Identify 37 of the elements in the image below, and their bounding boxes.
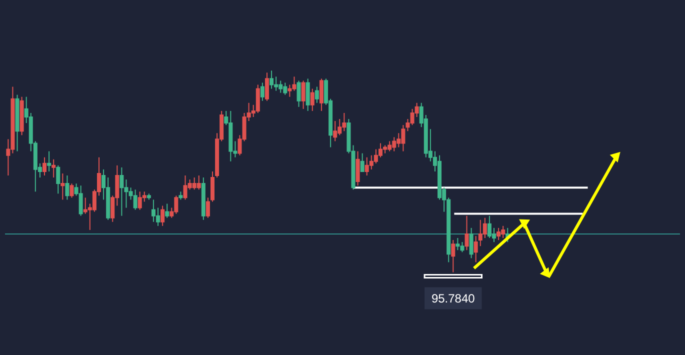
candlestick xyxy=(451,240,456,273)
candlestick xyxy=(306,78,310,112)
candlestick xyxy=(356,150,360,186)
candlestick xyxy=(464,215,469,251)
candlestick xyxy=(456,238,460,251)
candlestick xyxy=(65,174,70,200)
annotation: 95.7840 xyxy=(431,291,476,306)
candlestick xyxy=(264,72,269,102)
candlestick xyxy=(496,227,501,241)
candlestick xyxy=(47,150,52,172)
candlestick xyxy=(52,158,56,178)
candlestick xyxy=(60,172,65,200)
candlestick xyxy=(56,164,60,194)
candlestick xyxy=(120,166,124,216)
candlestick xyxy=(260,82,264,102)
candlestick xyxy=(319,78,324,112)
candlestick xyxy=(482,217,487,239)
candlestick xyxy=(42,156,46,176)
candlestick xyxy=(333,120,338,142)
candlestick xyxy=(196,174,201,190)
candlestick xyxy=(165,203,170,218)
candlestick xyxy=(360,152,364,172)
candlestick xyxy=(256,84,260,114)
candlestick xyxy=(474,235,478,263)
candlestick xyxy=(310,88,314,112)
candlestick xyxy=(288,84,292,98)
candlestick xyxy=(469,227,474,259)
candlestick xyxy=(314,86,319,104)
candlestick xyxy=(70,183,74,198)
candlestick xyxy=(296,80,301,108)
candlestick xyxy=(160,205,165,226)
candlestick xyxy=(78,185,83,216)
candlestick xyxy=(210,170,214,202)
candlestick xyxy=(133,189,138,210)
candlestick xyxy=(301,80,306,110)
candlestick xyxy=(206,197,210,218)
candlestick xyxy=(270,70,274,90)
